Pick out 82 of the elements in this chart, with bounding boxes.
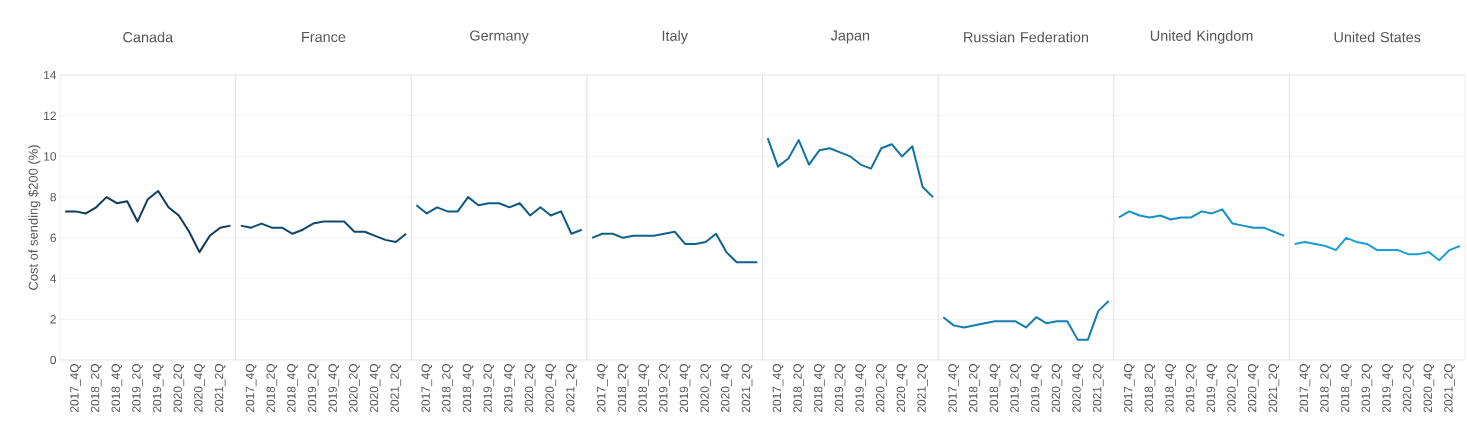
chart-title: Russian Federation — [964, 31, 1089, 43]
x-tick-label: 2020_4Q — [1072, 364, 1083, 413]
chart-title: United Kingdom — [1150, 30, 1253, 44]
x-tick-label: 2018_4Q — [638, 364, 650, 413]
x-tick-label: 2020_2Q — [1051, 364, 1063, 413]
y-tick-label: 8 — [50, 192, 56, 202]
x-tick-label: 2019_4Q — [504, 364, 515, 413]
x-tick-label: 2018_2Q — [1320, 364, 1331, 413]
x-tick-label: 2019_2Q — [132, 364, 143, 413]
x-tick-label: 2017_4Q — [948, 364, 959, 413]
chart-title: Italy — [662, 30, 688, 44]
chart-title: Germany — [470, 30, 529, 44]
x-tick-label: 2021_2Q — [917, 364, 928, 413]
y-tick-label: 2 — [50, 315, 56, 324]
x-tick-label: 2020_4Q — [721, 364, 732, 413]
x-tick-label: 2018_2Q — [617, 364, 629, 413]
x-tick-label: 2020_4Q — [194, 364, 205, 413]
y-tick-label: 6 — [50, 233, 56, 243]
x-tick-label: 2020_2Q — [1402, 364, 1414, 413]
x-tick-label: 2020_2Q — [1227, 364, 1238, 413]
y-tick-label: 12 — [44, 111, 56, 120]
x-tick-label: 2018_4Q — [1165, 364, 1176, 413]
x-tick-label: 2021_2Q — [741, 364, 753, 413]
x-tick-label: 2020_4Q — [896, 364, 908, 413]
x-tick-label: 2020_4Q — [1423, 364, 1435, 413]
x-tick-label: 2020_2Q — [524, 364, 536, 413]
x-tick-label: 2017_4Q — [245, 364, 257, 413]
x-tick-label: 2017_4Q — [70, 364, 81, 413]
x-tick-label: 2019_2Q — [1185, 364, 1197, 413]
x-tick-label: 2019_2Q — [834, 364, 846, 413]
x-tick-label: 2020_4Q — [1247, 364, 1259, 413]
x-tick-label: 2018_4Q — [1340, 364, 1352, 413]
x-tick-label: 2021_2Q — [566, 364, 577, 413]
x-tick-label: 2019_4Q — [1382, 364, 1393, 413]
x-tick-label: 2021_2Q — [214, 364, 226, 413]
x-tick-label: 2018_4Q — [287, 364, 298, 413]
x-tick-label: 2018_4Q — [462, 364, 474, 413]
y-tick-label: 0 — [50, 355, 57, 365]
x-tick-label: 2021_2Q — [1268, 364, 1280, 413]
x-tick-label: 2018_4Q — [813, 364, 825, 413]
x-tick-label: 2018_2Q — [266, 364, 278, 413]
x-tick-label: 2018_2Q — [90, 364, 102, 413]
x-tick-label: 2017_4Q — [1123, 364, 1135, 413]
line-series — [64, 190, 232, 254]
x-tick-label: 2019_4Q — [679, 364, 691, 413]
x-tick-label: 2019_2Q — [1010, 364, 1021, 413]
x-tick-label: 2018_2Q — [1144, 364, 1156, 413]
y-axis-title: Cost of sending $200 (%) — [28, 145, 41, 290]
y-tick-label: 10 — [44, 152, 57, 161]
x-tick-label: 2021_2Q — [1444, 364, 1455, 413]
y-tick-label: 4 — [50, 274, 57, 283]
x-tick-label: 2020_2Q — [349, 364, 360, 413]
chart-title: United States — [1334, 31, 1421, 43]
x-tick-label: 2019_4Q — [152, 364, 164, 413]
x-tick-label: 2019_2Q — [307, 364, 319, 413]
x-tick-label: 2020_4Q — [545, 364, 557, 413]
x-tick-label: 2018_2Q — [793, 364, 805, 413]
x-tick-label: 2021_2Q — [390, 364, 402, 413]
x-tick-label: 2019_4Q — [855, 364, 867, 413]
chart-title: Japan — [830, 30, 870, 44]
x-tick-label: 2019_2Q — [659, 364, 670, 413]
x-tick-label: 2017_4Q — [421, 364, 433, 413]
x-tick-label: 2017_4Q — [597, 364, 608, 413]
x-tick-label: 2019_4Q — [328, 364, 340, 413]
x-tick-label: 2021_2Q — [1092, 364, 1104, 413]
chart-title: France — [302, 31, 346, 43]
x-tick-label: 2018_4Q — [989, 364, 1001, 413]
chart-title: Canada — [123, 31, 174, 43]
x-tick-label: 2020_2Q — [875, 364, 887, 413]
x-tick-label: 2020_2Q — [173, 364, 185, 413]
y-tick-label: 14 — [44, 70, 57, 80]
x-tick-label: 2018_4Q — [111, 364, 123, 413]
x-tick-label: 2020_4Q — [369, 364, 381, 413]
x-tick-label: 2019_2Q — [1361, 364, 1373, 413]
x-tick-label: 2017_4Q — [1299, 364, 1311, 413]
x-tick-label: 2018_2Q — [442, 364, 453, 413]
x-tick-label: 2017_4Q — [772, 364, 784, 413]
x-tick-label: 2019_4Q — [1206, 364, 1218, 413]
x-tick-label: 2019_4Q — [1030, 364, 1042, 413]
x-tick-label: 2018_2Q — [968, 364, 980, 413]
x-tick-label: 2019_2Q — [483, 364, 495, 413]
x-tick-label: 2020_2Q — [700, 364, 712, 413]
